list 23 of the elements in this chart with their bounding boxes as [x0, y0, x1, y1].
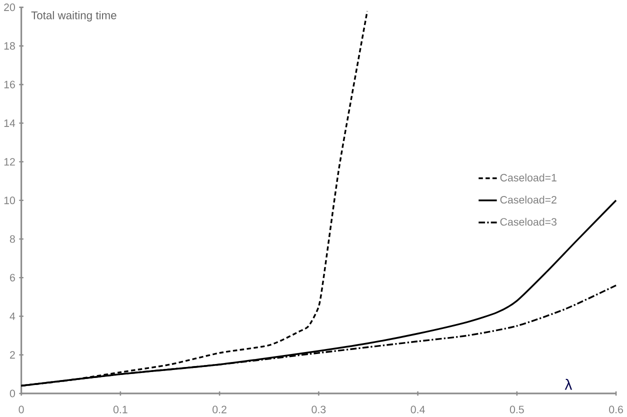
y-tick-label: 16	[4, 80, 15, 88]
y-axis-title: Total waiting time	[31, 11, 116, 22]
y-tick-label: 14	[4, 120, 16, 127]
legend-label: Caseload=1	[500, 174, 556, 182]
y-tick-label: 6	[10, 274, 15, 282]
x-tick-label: 0.6	[609, 406, 623, 414]
x-tick-label: 0.4	[410, 406, 425, 414]
legend-label: Caseload=3	[500, 218, 557, 226]
y-tick-label: 4	[10, 312, 16, 320]
x-tick-label: 0.1	[113, 406, 128, 414]
x-tick-label: 0.5	[510, 406, 524, 414]
y-tick-label: 20	[4, 4, 15, 12]
x-axis-title: λ	[564, 378, 572, 390]
legend-label: Caseload=2	[500, 196, 556, 204]
y-tick-label: 18	[4, 42, 15, 50]
y-tick-label: 8	[10, 235, 15, 243]
y-tick-label: 0	[10, 390, 15, 398]
x-tick-label: 0	[18, 406, 24, 414]
x-tick-label: 0.3	[312, 406, 326, 414]
x-tick-label: 0.2	[212, 406, 226, 414]
y-tick-label: 12	[4, 158, 15, 166]
y-tick-label: 2	[10, 351, 15, 359]
y-tick-label: 10	[4, 196, 15, 204]
